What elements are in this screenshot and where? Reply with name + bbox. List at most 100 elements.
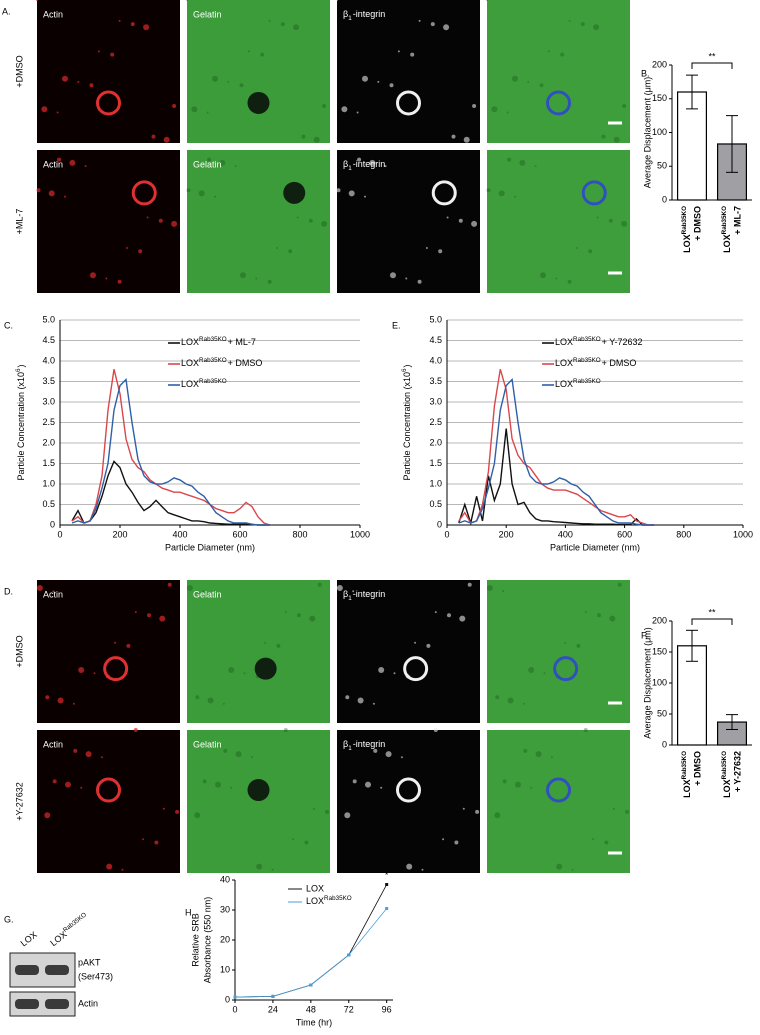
- speckle: [463, 136, 470, 143]
- cell: [103, 656, 129, 682]
- speckle: [393, 672, 396, 675]
- speckle: [276, 643, 281, 648]
- speckle: [528, 667, 535, 673]
- y-tick-label: 2.5: [429, 417, 442, 427]
- speckle: [62, 75, 68, 82]
- speckle: [186, 188, 191, 193]
- panel-label: A.: [2, 6, 11, 16]
- speckle: [593, 24, 600, 31]
- speckle: [44, 812, 51, 819]
- text-part: β: [343, 589, 348, 599]
- text-part: LOX: [682, 779, 692, 798]
- cell: [431, 180, 457, 206]
- y-tick-label: 0: [437, 519, 442, 529]
- y-tick-label: 3.0: [42, 396, 55, 406]
- speckle: [622, 104, 627, 108]
- speckle: [268, 19, 271, 22]
- speckle: [106, 863, 113, 870]
- text-suffix: ): [402, 364, 412, 367]
- speckle: [69, 159, 76, 166]
- micrograph: [187, 580, 330, 723]
- speckle: [125, 247, 128, 249]
- speckle: [288, 249, 293, 254]
- speckle: [219, 159, 226, 166]
- text-part: β: [343, 9, 348, 19]
- speckle: [515, 781, 521, 788]
- speckle: [227, 80, 230, 83]
- speckle: [207, 157, 212, 162]
- speckle: [567, 279, 572, 284]
- text-part: LOX: [555, 358, 573, 368]
- micrograph-label: β1-integrin: [343, 739, 385, 752]
- speckle: [514, 195, 516, 198]
- speckle: [519, 159, 526, 166]
- speckle: [52, 590, 55, 593]
- speckle: [406, 863, 413, 870]
- speckle: [377, 80, 380, 83]
- speckle: [97, 50, 100, 53]
- text-sup: Rab35KO: [324, 895, 352, 902]
- error-bar: [726, 714, 738, 730]
- speckle: [198, 190, 205, 197]
- speckle: [325, 809, 330, 814]
- significance-label: *: [385, 870, 389, 880]
- speckle: [534, 165, 537, 168]
- x-tick-label: 600: [232, 529, 247, 539]
- y-tick-label: 20: [220, 934, 230, 944]
- speckle: [271, 868, 274, 871]
- cell: [96, 90, 121, 116]
- series-line: [71, 369, 271, 526]
- speckle: [352, 590, 355, 593]
- speckle: [556, 863, 563, 870]
- speckle: [560, 52, 565, 57]
- speckle: [512, 75, 518, 82]
- x-tick-label: 400: [172, 529, 187, 539]
- speckle: [348, 190, 355, 197]
- y-tick-label: 1.0: [42, 478, 55, 488]
- speckle: [547, 50, 550, 53]
- speckle: [65, 781, 71, 788]
- speckle: [292, 838, 295, 841]
- speckle: [158, 218, 163, 223]
- speckle: [212, 75, 218, 82]
- speckle: [100, 756, 103, 759]
- legend-label: LOXRab35KO+ DMSO: [181, 357, 262, 368]
- speckle: [73, 748, 78, 753]
- x-tick-label: 600: [617, 529, 632, 539]
- y-tick-label: 4.0: [42, 355, 55, 365]
- speckle: [434, 611, 437, 614]
- x-tick-label: + ML-7: [732, 206, 742, 235]
- speckle: [90, 272, 96, 279]
- speckle: [175, 809, 180, 814]
- speckle: [498, 190, 505, 197]
- speckle: [105, 277, 108, 280]
- speckle: [214, 195, 216, 198]
- micrograph-label: Gelatin: [193, 9, 222, 19]
- text-part: LOX: [722, 234, 732, 253]
- legend-label: LOXRab35KO: [181, 378, 227, 389]
- micrograph-label: β1-integrin: [343, 9, 385, 22]
- cell: [396, 90, 421, 116]
- speckle: [446, 216, 449, 219]
- micrograph: [187, 730, 330, 873]
- speckle: [459, 615, 466, 622]
- speckle: [555, 277, 558, 280]
- y-tick-label: 4.5: [42, 335, 55, 345]
- speckle: [317, 582, 322, 587]
- y-axis-label: Particle Concentration (x106): [15, 364, 26, 480]
- speckle: [507, 157, 512, 162]
- speckle: [255, 277, 258, 280]
- point: [309, 983, 313, 987]
- speckle: [385, 751, 392, 758]
- speckle: [372, 702, 375, 705]
- text-part: LOX: [555, 379, 573, 389]
- speckle: [617, 582, 622, 587]
- micrograph: [37, 0, 180, 143]
- speckle: [564, 641, 567, 644]
- speckle: [239, 83, 244, 88]
- micrograph-label: Gelatin: [193, 159, 222, 169]
- y-tick-label: 0: [50, 519, 55, 529]
- y-tick-label: 100: [652, 127, 667, 137]
- speckle: [191, 106, 198, 113]
